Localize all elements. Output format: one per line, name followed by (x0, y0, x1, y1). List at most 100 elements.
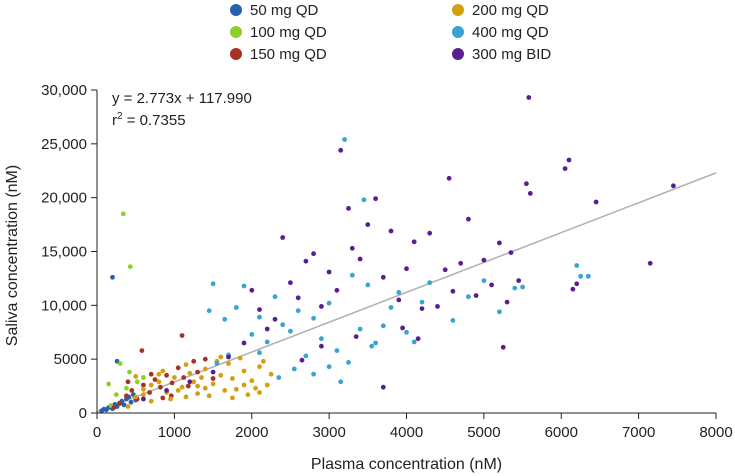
data-point (241, 368, 247, 374)
data-point (319, 304, 324, 309)
data-point (415, 336, 421, 342)
data-point (272, 294, 278, 300)
data-point (141, 386, 146, 392)
data-point (562, 166, 568, 172)
legend-label: 50 mg QD (250, 2, 319, 19)
data-point (334, 348, 340, 353)
data-point (117, 361, 123, 366)
data-point (349, 272, 355, 278)
data-point (264, 339, 270, 345)
data-point (133, 374, 139, 379)
data-point (520, 284, 525, 290)
data-point (185, 383, 191, 389)
data-point (195, 391, 201, 396)
data-point (357, 256, 363, 262)
data-point (353, 334, 359, 339)
regression-annotation: y = 2.773x + 117.990 r2 = 0.7355 (112, 90, 252, 129)
data-point (230, 376, 235, 381)
data-point (127, 264, 133, 269)
data-point (526, 95, 532, 100)
y-tick-label: 20,000 (41, 190, 87, 207)
x-tick-label: 4000 (390, 424, 423, 441)
data-point (210, 376, 216, 381)
data-point (124, 393, 129, 399)
legend-marker (452, 48, 464, 60)
data-point (120, 211, 126, 217)
legend: 50 mg QD 100 mg QD 150 mg QD 200 mg QD 400 m… (230, 2, 551, 63)
y-tick-label: 10,000 (41, 297, 87, 314)
data-point (427, 280, 433, 286)
data-point (141, 382, 146, 388)
data-point (181, 375, 187, 380)
data-point (450, 318, 456, 323)
data-point (226, 361, 231, 366)
axes: 0 1000 2000 3000 4000 5000 6000 7000 8000 0 5000 10… (41, 82, 733, 441)
data-point (199, 375, 204, 380)
data-point (299, 357, 305, 363)
data-point (218, 372, 224, 378)
data-point (113, 392, 119, 398)
data-point (311, 315, 316, 321)
data-point (574, 263, 580, 268)
data-point (202, 356, 208, 362)
data-point (202, 385, 208, 391)
data-point (365, 222, 371, 228)
data-point (578, 273, 583, 279)
data-point (458, 260, 464, 266)
data-point (169, 380, 175, 386)
data-point (380, 274, 386, 280)
legend-label: 150 mg QD (250, 46, 327, 63)
data-point (191, 358, 197, 364)
x-tick-label: 2000 (235, 424, 268, 441)
data-point (257, 390, 262, 395)
data-point (380, 323, 386, 329)
data-point (446, 175, 452, 181)
data-point (183, 362, 189, 367)
legend-label: 100 mg QD (250, 24, 327, 41)
regression-equation: y = 2.773x + 117.990 (112, 90, 252, 107)
data-point (261, 358, 266, 364)
x-tick-label: 7000 (622, 424, 655, 441)
regression-line (96, 172, 717, 413)
data-point (179, 333, 185, 338)
data-point (280, 322, 286, 328)
data-point (241, 382, 247, 388)
x-tick-label: 0 (93, 424, 101, 441)
r-squared-prefix: r (112, 112, 117, 129)
data-point (466, 216, 471, 222)
data-point (179, 384, 185, 390)
data-point (106, 381, 111, 387)
data-point (175, 365, 181, 371)
data-point (349, 245, 355, 251)
data-point (210, 381, 216, 387)
data-point (497, 309, 502, 315)
data-point (303, 353, 309, 359)
data-point (158, 384, 163, 390)
data-point (435, 304, 440, 309)
y-tick-label: 0 (79, 405, 87, 422)
r-squared-superscript: 2 (117, 111, 123, 122)
data-point (195, 369, 201, 375)
data-point (361, 197, 367, 203)
data-point (497, 240, 502, 246)
data-point (233, 305, 239, 310)
data-point (160, 368, 166, 374)
data-point (222, 316, 228, 322)
data-point (527, 191, 533, 196)
y-axis-title: Saliva concentration (nM) (4, 165, 21, 346)
data-point (388, 305, 394, 310)
data-point (253, 385, 258, 391)
data-point (226, 354, 231, 360)
data-point (396, 297, 402, 303)
data-point (124, 385, 129, 391)
data-point (369, 343, 375, 349)
data-point (148, 398, 154, 404)
data-point (373, 340, 378, 346)
data-point (570, 286, 576, 292)
data-point (357, 326, 363, 332)
data-point (338, 147, 344, 153)
r-squared-label: r2 = 0.7355 (112, 111, 186, 129)
legend-label: 300 mg BID (472, 46, 551, 63)
data-point (450, 288, 456, 294)
data-point (574, 281, 580, 287)
